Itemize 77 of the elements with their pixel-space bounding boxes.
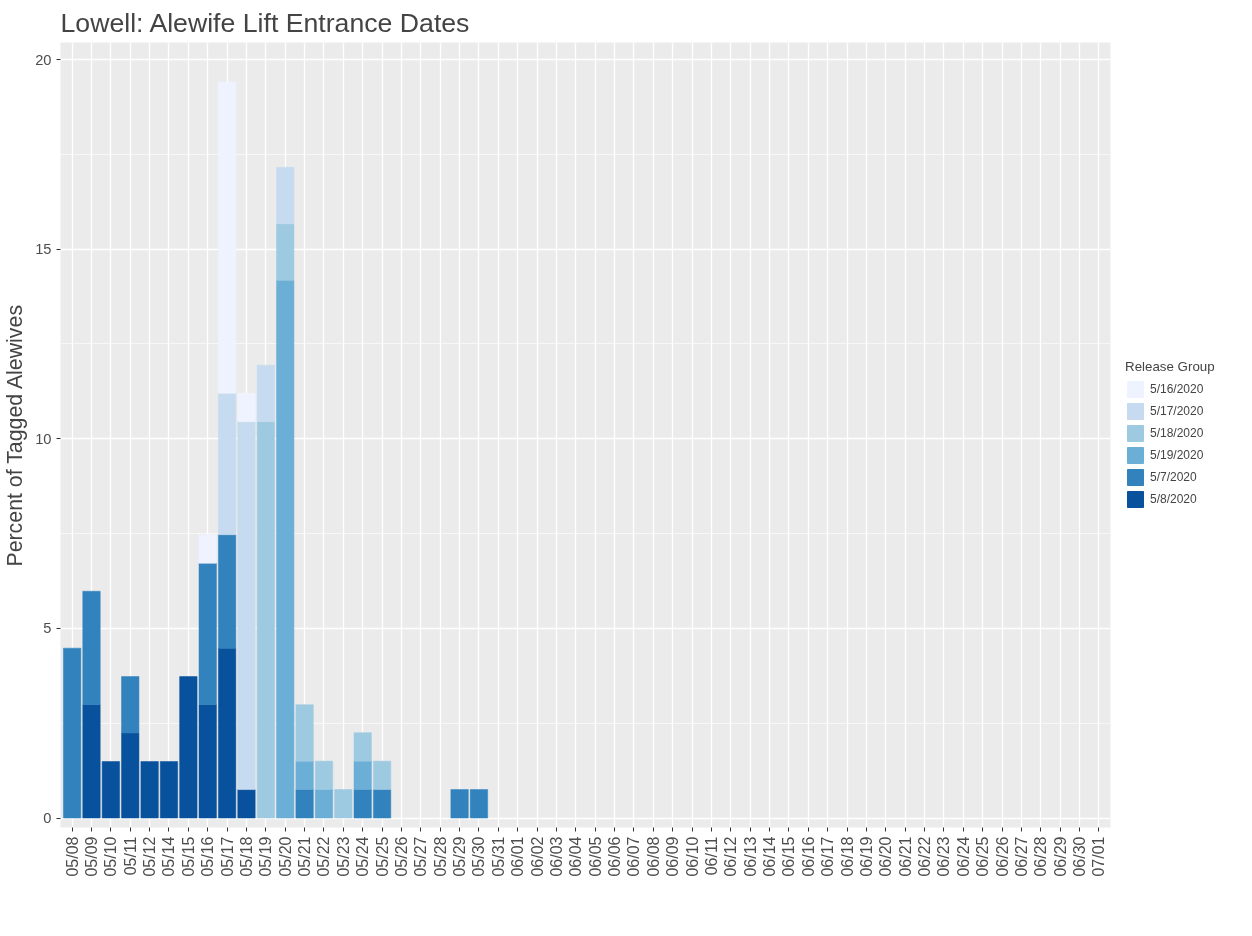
bar bbox=[276, 167, 295, 225]
x-tick-label: 06/25 bbox=[974, 836, 992, 877]
x-tick-label: 06/30 bbox=[1071, 836, 1088, 877]
x-tick-label: 06/08 bbox=[644, 836, 662, 877]
x-tick-label: 06/02 bbox=[528, 836, 546, 877]
x-tick-label: 05/17 bbox=[218, 836, 236, 877]
bar bbox=[121, 676, 140, 734]
x-tick-label: 05/19 bbox=[257, 836, 275, 877]
x-tick-label: 06/05 bbox=[586, 836, 604, 877]
x-tick-label: 06/17 bbox=[819, 836, 837, 877]
y-tick-label: 15 bbox=[35, 241, 52, 258]
x-tick-label: 05/16 bbox=[199, 836, 217, 877]
x-tick-label: 06/26 bbox=[993, 836, 1011, 877]
x-tick-label: 06/21 bbox=[896, 836, 914, 877]
x-tick-label: 05/24 bbox=[354, 836, 372, 877]
x-tick-label: 05/27 bbox=[412, 836, 430, 877]
chart-title: Lowell: Alewife Lift Entrance Dates bbox=[60, 7, 470, 38]
x-tick-label: 06/28 bbox=[1032, 836, 1050, 877]
x-tick-label: 05/11 bbox=[121, 836, 139, 876]
x-tick-label: 06/13 bbox=[741, 836, 759, 877]
legend-label: 5/7/2020 bbox=[1150, 469, 1197, 484]
bar bbox=[276, 223, 295, 281]
x-tick-label: 06/18 bbox=[838, 836, 856, 877]
x-tick-label: 05/18 bbox=[237, 836, 255, 877]
x-tick-label: 06/19 bbox=[857, 836, 875, 877]
x-tick-label: 06/22 bbox=[916, 836, 934, 877]
x-tick-label: 06/14 bbox=[761, 836, 779, 877]
x-tick-label: 05/20 bbox=[276, 836, 294, 877]
x-tick-label: 05/29 bbox=[451, 836, 469, 877]
x-tick-label: 05/26 bbox=[392, 836, 410, 877]
legend-label: 5/19/2020 bbox=[1150, 447, 1204, 462]
x-tick-label: 05/23 bbox=[334, 836, 352, 877]
x-tick-label: 07/01 bbox=[1090, 836, 1108, 877]
x-tick-label: 05/22 bbox=[315, 836, 333, 877]
x-tick-label: 06/29 bbox=[1051, 836, 1069, 877]
legend-label: 5/16/2020 bbox=[1150, 381, 1204, 396]
y-tick-label: 0 bbox=[43, 810, 52, 827]
legend-label: 5/17/2020 bbox=[1150, 403, 1204, 418]
bar bbox=[256, 364, 275, 422]
legend-title: Release Group bbox=[1125, 358, 1215, 374]
y-axis-title: Percent of Tagged Alewives bbox=[3, 304, 28, 567]
x-tick-label: 05/28 bbox=[431, 836, 449, 877]
x-tick-label: 06/12 bbox=[722, 836, 740, 877]
x-tick-label: 06/10 bbox=[683, 836, 701, 877]
x-tick-label: 06/06 bbox=[606, 836, 624, 877]
x-tick-label: 05/08 bbox=[63, 836, 81, 877]
x-tick-label: 06/07 bbox=[625, 836, 643, 877]
x-tick-label: 06/16 bbox=[799, 836, 817, 877]
legend-label: 5/18/2020 bbox=[1150, 425, 1204, 440]
x-tick-label: 06/01 bbox=[509, 836, 527, 877]
x-tick-label: 05/25 bbox=[373, 836, 391, 877]
x-tick-label: 05/21 bbox=[296, 836, 314, 877]
y-tick-label: 5 bbox=[43, 620, 52, 637]
x-tick-label: 06/15 bbox=[780, 836, 798, 877]
x-tick-label: 05/30 bbox=[470, 836, 488, 877]
x-tick-label: 05/09 bbox=[83, 836, 100, 877]
x-tick-label: 06/24 bbox=[954, 836, 972, 877]
bar bbox=[198, 534, 217, 564]
bar bbox=[295, 789, 314, 819]
bar bbox=[256, 421, 275, 819]
x-tick-label: 05/12 bbox=[141, 836, 159, 877]
x-tick-label: 05/15 bbox=[179, 836, 197, 877]
x-tick-label: 05/14 bbox=[160, 836, 178, 877]
x-tick-label: 05/10 bbox=[102, 836, 120, 877]
y-tick-label: 10 bbox=[35, 430, 52, 447]
x-tick-label: 06/23 bbox=[935, 836, 953, 877]
x-tick-label: 06/03 bbox=[547, 836, 565, 877]
x-tick-label: 06/27 bbox=[1012, 836, 1030, 877]
bar bbox=[315, 789, 333, 819]
x-tick-label: 06/04 bbox=[567, 836, 585, 877]
x-tick-label: 06/20 bbox=[877, 836, 895, 877]
y-tick-label: 20 bbox=[35, 51, 52, 68]
x-tick-label: 06/09 bbox=[664, 836, 682, 877]
x-tick-label: 06/11 bbox=[702, 836, 720, 876]
x-tick-label: 05/31 bbox=[489, 836, 507, 877]
bar bbox=[353, 760, 372, 790]
legend-label: 5/8/2020 bbox=[1150, 491, 1197, 506]
